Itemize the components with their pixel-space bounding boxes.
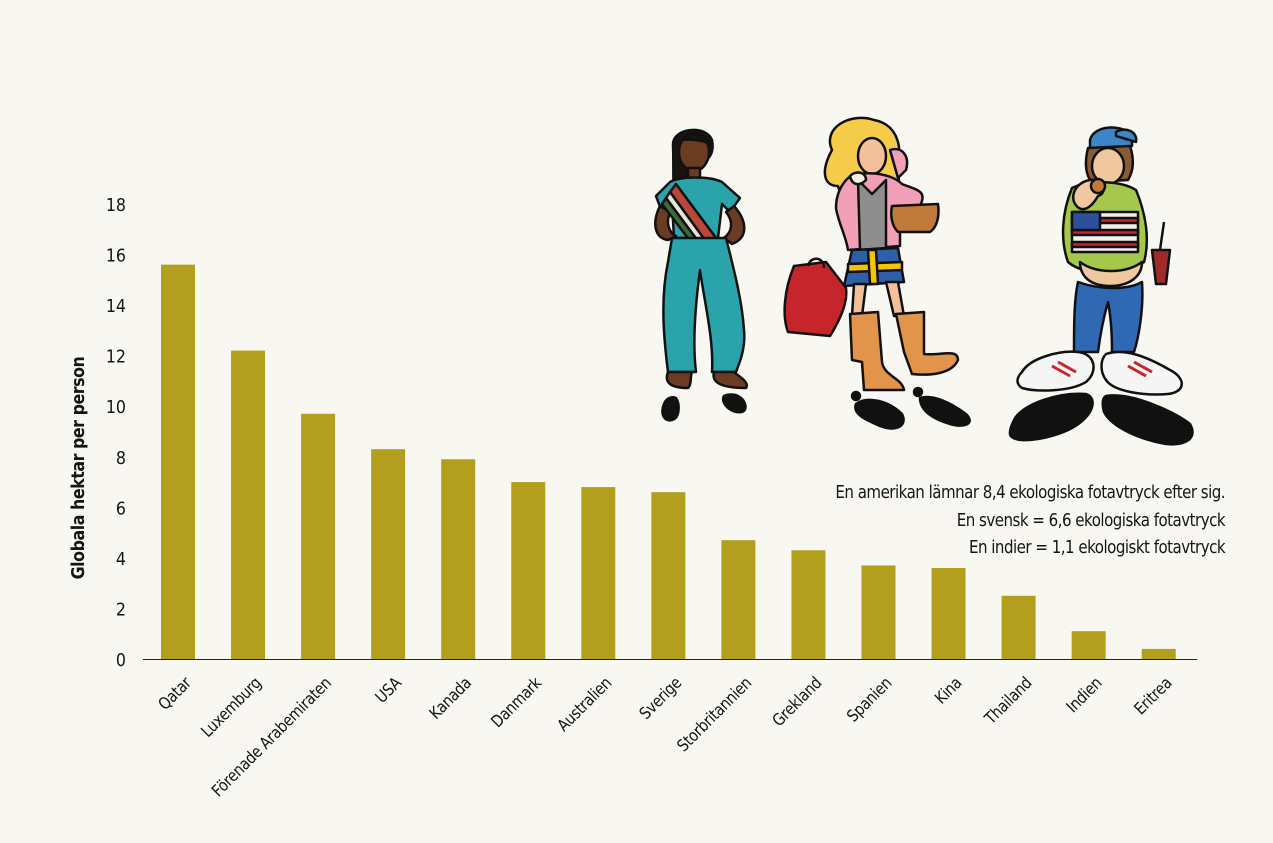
indian-woman-figure: [654, 128, 749, 422]
x-tick-label: Danmark: [487, 673, 545, 731]
y-tick-label: 14: [106, 295, 126, 316]
bar-qatar: [161, 264, 195, 659]
x-tick-label: Storbritannien: [673, 673, 755, 755]
bar-australien: [581, 487, 616, 659]
y-axis-ticks: 0 2 4 6 8 10 12 14 16 18: [106, 194, 126, 670]
y-tick-label: 6: [116, 497, 126, 518]
x-tick-label: Sverige: [636, 673, 686, 723]
x-tick-label: Förenade Arabemiraten: [208, 673, 335, 800]
bar-kina: [931, 567, 966, 659]
bar-förenade-arabemiraten: [301, 413, 336, 659]
bar-storbritannien: [721, 540, 756, 659]
bars: [161, 264, 1176, 659]
bar-danmark: [511, 482, 546, 659]
y-tick-label: 18: [106, 194, 126, 215]
x-tick-label: Spanien: [843, 673, 895, 725]
bar-kanada: [441, 459, 476, 659]
annotation-line-1: En amerikan lämnar 8,4 ekologiska fotavt…: [835, 483, 1225, 503]
x-tick-label: Indien: [1063, 673, 1106, 716]
x-tick-label: Australien: [553, 673, 615, 735]
y-tick-label: 2: [116, 598, 126, 619]
bar-spanien: [861, 565, 896, 659]
bar-eritrea: [1141, 648, 1176, 659]
bar-thailand: [1001, 595, 1036, 659]
bar-luxemburg: [231, 350, 266, 659]
x-tick-label: Luxemburg: [197, 673, 265, 741]
x-tick-label: Eritrea: [1130, 673, 1175, 718]
y-tick-label: 12: [106, 346, 126, 367]
bar-indien: [1071, 631, 1106, 659]
y-tick-label: 8: [116, 447, 126, 468]
annotation-line-2: En svensk = 6,6 ekologiska fotavtryck: [956, 510, 1226, 531]
bar-grekland: [791, 550, 826, 659]
x-tick-label: Kina: [931, 673, 966, 708]
bar-usa: [371, 449, 406, 659]
y-tick-label: 0: [116, 649, 126, 670]
x-tick-label: Qatar: [154, 673, 195, 714]
y-tick-label: 10: [106, 396, 126, 417]
annotation-text: En amerikan lämnar 8,4 ekologiska fotavt…: [835, 480, 1225, 563]
y-tick-label: 16: [106, 245, 126, 266]
bar-sverige: [651, 492, 686, 659]
annotation-line-3: En indier = 1,1 ekologiskt fotavtryck: [968, 538, 1226, 558]
x-tick-label: USA: [372, 673, 406, 707]
x-tick-label: Kanada: [425, 673, 475, 723]
swedish-woman-figure: [783, 116, 971, 430]
x-tick-label: Grekland: [768, 673, 825, 730]
y-tick-label: 4: [116, 548, 126, 569]
american-man-figure: [1008, 126, 1194, 446]
y-axis-label: Globala hektar per person: [67, 357, 88, 580]
x-tick-label: Thailand: [980, 673, 1035, 728]
